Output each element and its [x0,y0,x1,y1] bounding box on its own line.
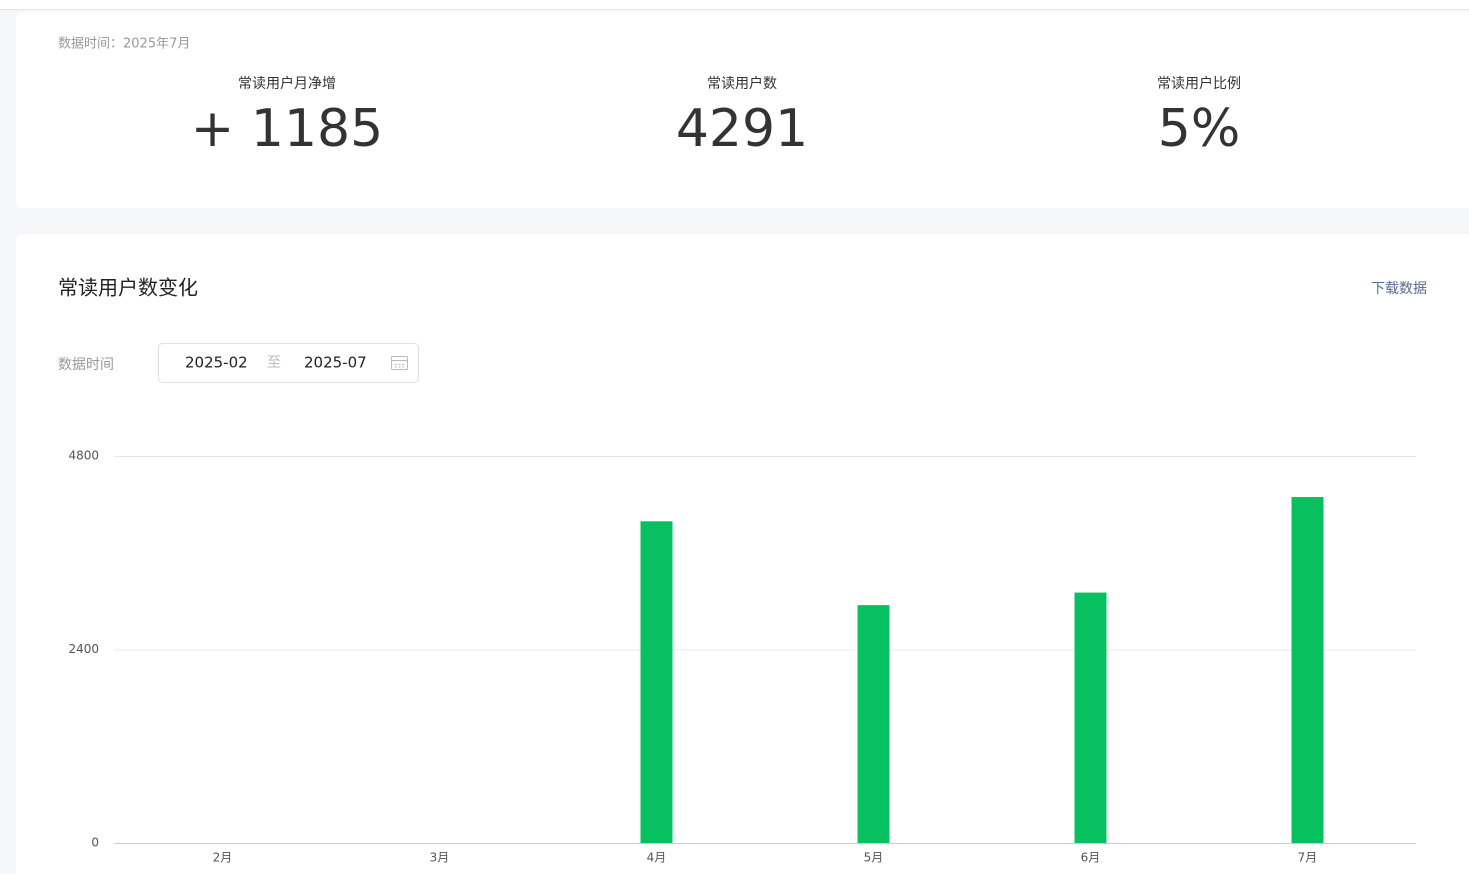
chart: 0 2400 4800 2月 3月 4月 5月 6月 7月 [68,449,1416,865]
section-title: 常读用户数变化 [58,276,198,300]
stat-value: 4291 [676,99,808,159]
filter-label: 数据时间 [58,357,114,373]
stat-label: 常读用户比例 [1157,75,1241,92]
summary-card [16,12,1469,208]
stat-label: 常读用户数 [707,75,777,92]
y-tick-label: 4800 [68,449,99,463]
end-date[interactable]: 2025-07 [304,354,367,372]
date-separator: 至 [267,355,281,371]
x-tick-label: 4月 [647,851,667,865]
x-tick-label: 7月 [1298,851,1318,865]
top-bar [0,0,1469,9]
y-tick-label: 2400 [68,642,99,656]
date-picker[interactable] [158,343,419,383]
stat-label: 常读用户月净增 [238,75,336,92]
stat-value: 5% [1158,99,1241,159]
x-tick-label: 5月 [864,851,884,865]
bar [640,521,673,843]
y-tick-label: 0 [91,836,99,850]
x-tick-label: 2月 [213,851,233,865]
start-date[interactable]: 2025-02 [185,354,248,372]
calendar-icon [391,356,408,370]
data-time: 数据时间：2025年7月 [58,37,190,52]
stat-value: + 1185 [191,99,383,159]
bar [1291,497,1324,843]
bar [857,605,890,843]
chart-card [16,234,1469,874]
download-link[interactable]: 下载数据 [1371,281,1427,297]
x-tick-label: 3月 [430,851,450,865]
x-tick-label: 6月 [1081,851,1101,865]
bar [1074,592,1107,843]
